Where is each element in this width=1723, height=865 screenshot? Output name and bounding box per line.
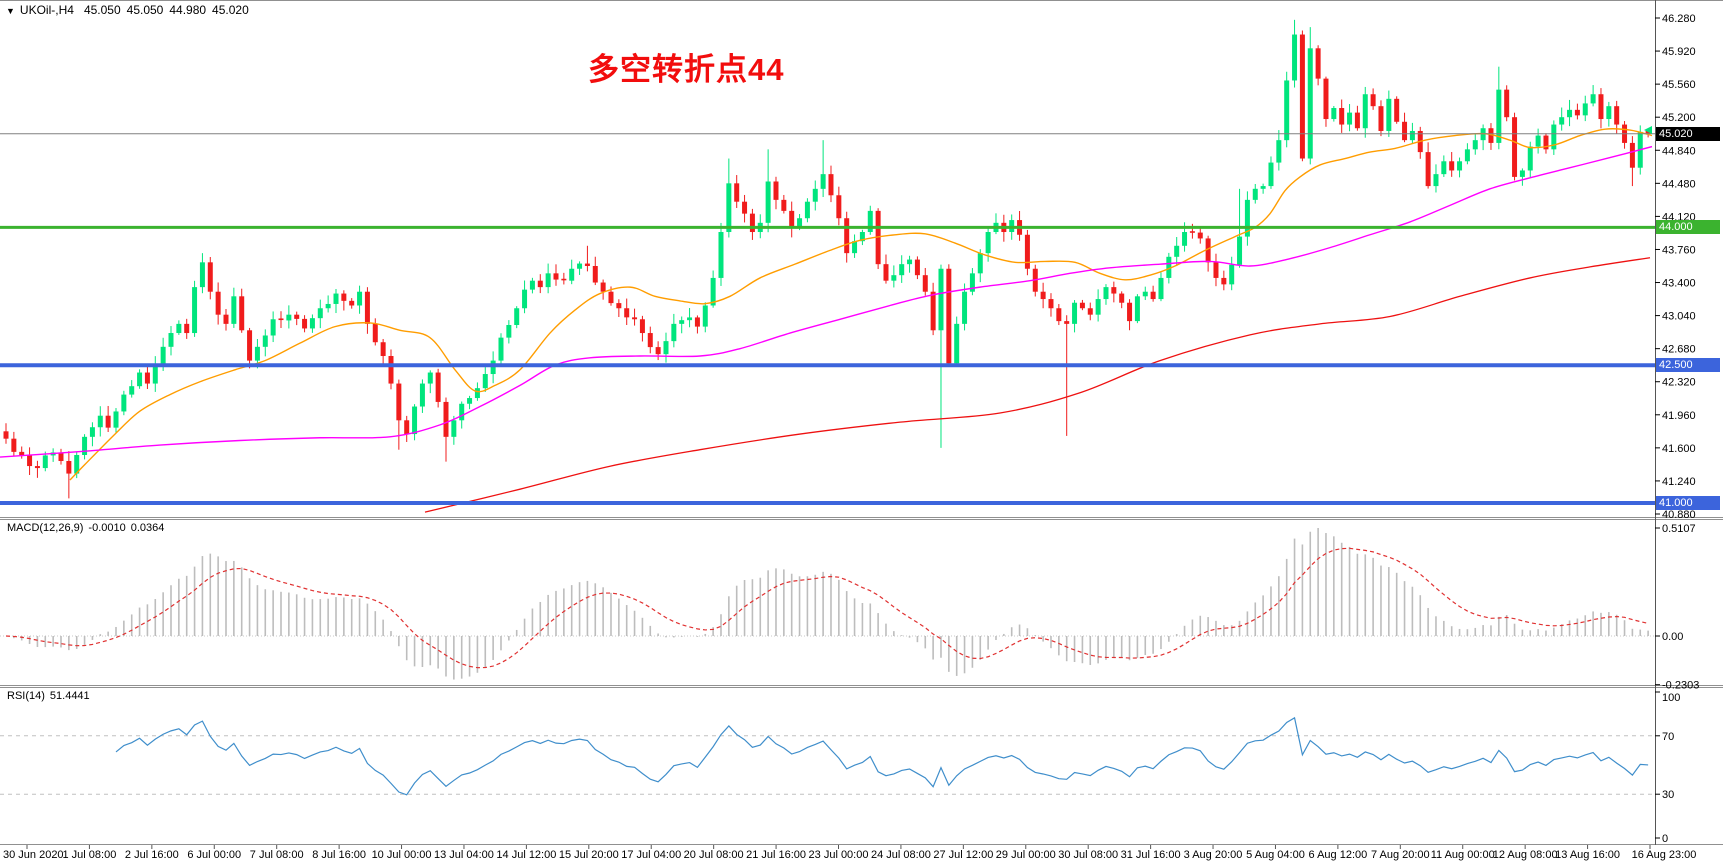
- svg-text:1 Jul 08:00: 1 Jul 08:00: [63, 849, 117, 861]
- svg-text:44.480: 44.480: [1662, 178, 1696, 190]
- svg-text:15 Jul 20:00: 15 Jul 20:00: [559, 849, 619, 861]
- svg-text:13 Aug 16:00: 13 Aug 16:00: [1555, 849, 1620, 861]
- svg-text:-0.2303: -0.2303: [1662, 680, 1699, 692]
- svg-text:30: 30: [1662, 789, 1674, 801]
- price-tag-41.000: 41.000: [1656, 495, 1720, 510]
- svg-text:30 Jun 2020: 30 Jun 2020: [3, 849, 64, 861]
- rsi-indicator-label: RSI(14) 51.4441: [7, 690, 95, 702]
- ohlc-high: 45.050: [126, 3, 164, 17]
- svg-text:42.320: 42.320: [1662, 377, 1696, 389]
- chart-text-annotation: 多空转折点44: [588, 52, 785, 87]
- main-price-panel[interactable]: [0, 19, 1653, 513]
- svg-text:70: 70: [1662, 731, 1674, 743]
- svg-text:27 Jul 12:00: 27 Jul 12:00: [933, 849, 993, 861]
- svg-text:43.400: 43.400: [1662, 278, 1696, 290]
- macd-indicator-label: MACD(12,26,9) -0.0010 0.0364: [7, 522, 169, 534]
- price-tag-42.500: 42.500: [1656, 358, 1720, 373]
- svg-text:13 Jul 04:00: 13 Jul 04:00: [434, 849, 494, 861]
- macd-signal-line: [5, 547, 1649, 669]
- rsi-panel[interactable]: [0, 716, 1655, 796]
- svg-text:0: 0: [1662, 833, 1668, 845]
- svg-text:5 Aug 04:00: 5 Aug 04:00: [1246, 849, 1305, 861]
- svg-text:7 Jul 08:00: 7 Jul 08:00: [250, 849, 304, 861]
- chart-title[interactable]: ▼ UKOil-,H4 45.050 45.050 44.980 45.020: [6, 3, 255, 17]
- svg-text:45.200: 45.200: [1662, 112, 1696, 124]
- macd-panel[interactable]: [0, 528, 1655, 680]
- svg-text:40.880: 40.880: [1662, 509, 1696, 521]
- svg-text:45.560: 45.560: [1662, 79, 1696, 91]
- ohlc-open: 45.050: [83, 3, 121, 17]
- svg-text:3 Aug 20:00: 3 Aug 20:00: [1184, 849, 1243, 861]
- svg-text:43.760: 43.760: [1662, 244, 1696, 256]
- svg-text:17 Jul 04:00: 17 Jul 04:00: [621, 849, 681, 861]
- price-axis[interactable]: 46.280 45.920 45.560 45.200 44.840 44.480 44.1…: [1655, 13, 1699, 845]
- svg-text:0.5107: 0.5107: [1662, 523, 1696, 535]
- macd-name: MACD(12,26,9): [7, 522, 84, 534]
- svg-text:10 Jul 00:00: 10 Jul 00:00: [372, 849, 432, 861]
- svg-text:14 Jul 12:00: 14 Jul 12:00: [496, 849, 556, 861]
- fast-ma: [69, 128, 1653, 481]
- svg-text:30 Jul 08:00: 30 Jul 08:00: [1058, 849, 1118, 861]
- panel-borders: [0, 0, 1723, 845]
- macd-signal-value: 0.0364: [130, 522, 165, 534]
- svg-text:0.00: 0.00: [1662, 631, 1683, 643]
- svg-text:42.680: 42.680: [1662, 344, 1696, 356]
- svg-text:100: 100: [1662, 692, 1680, 704]
- rsi-line: [115, 716, 1649, 796]
- current-price-arrow-icon: [1644, 126, 1652, 134]
- svg-text:2 Jul 16:00: 2 Jul 16:00: [125, 849, 179, 861]
- mid-ma: [0, 145, 1653, 458]
- candlesticks: [3, 19, 1651, 499]
- svg-text:24 Jul 08:00: 24 Jul 08:00: [871, 849, 931, 861]
- svg-text:21 Jul 16:00: 21 Jul 16:00: [746, 849, 806, 861]
- svg-text:29 Jul 00:00: 29 Jul 00:00: [996, 849, 1056, 861]
- svg-text:20 Jul 08:00: 20 Jul 08:00: [684, 849, 744, 861]
- rsi-value: 51.4441: [49, 690, 90, 702]
- svg-text:31 Jul 16:00: 31 Jul 16:00: [1121, 849, 1181, 861]
- svg-text:46.280: 46.280: [1662, 13, 1696, 25]
- svg-text:6 Jul 00:00: 6 Jul 00:00: [187, 849, 241, 861]
- svg-text:11 Aug 00:00: 11 Aug 00:00: [1431, 849, 1495, 861]
- svg-text:41.960: 41.960: [1662, 410, 1696, 422]
- svg-text:7 Aug 20:00: 7 Aug 20:00: [1371, 849, 1430, 861]
- slow-ma: [424, 257, 1651, 513]
- symbol-dropdown-icon[interactable]: ▼: [6, 6, 15, 16]
- svg-text:41.600: 41.600: [1662, 443, 1696, 455]
- symbol-period-label: UKOil-,H4: [19, 3, 74, 17]
- price-tag-44.000: 44.000: [1656, 220, 1720, 235]
- price-tag-45.020: 45.020: [1656, 126, 1720, 141]
- svg-text:8 Jul 16:00: 8 Jul 16:00: [312, 849, 366, 861]
- svg-text:16 Aug 23:00: 16 Aug 23:00: [1632, 849, 1697, 861]
- macd-histogram: [13, 528, 1649, 680]
- svg-text:44.840: 44.840: [1662, 145, 1696, 157]
- svg-text:23 Jul 00:00: 23 Jul 00:00: [809, 849, 869, 861]
- svg-text:41.240: 41.240: [1662, 476, 1696, 488]
- svg-text:45.920: 45.920: [1662, 46, 1696, 58]
- svg-text:12 Aug 08:00: 12 Aug 08:00: [1493, 849, 1558, 861]
- macd-value: -0.0010: [88, 522, 126, 534]
- svg-text:44.120: 44.120: [1662, 211, 1696, 223]
- rsi-name: RSI(14): [7, 690, 45, 702]
- svg-text:43.040: 43.040: [1662, 311, 1696, 323]
- ohlc-close: 45.020: [212, 3, 249, 17]
- horizontal-level-lines[interactable]: [0, 126, 1655, 505]
- svg-text:6 Aug 12:00: 6 Aug 12:00: [1309, 849, 1368, 861]
- ohlc-low: 44.980: [169, 3, 207, 17]
